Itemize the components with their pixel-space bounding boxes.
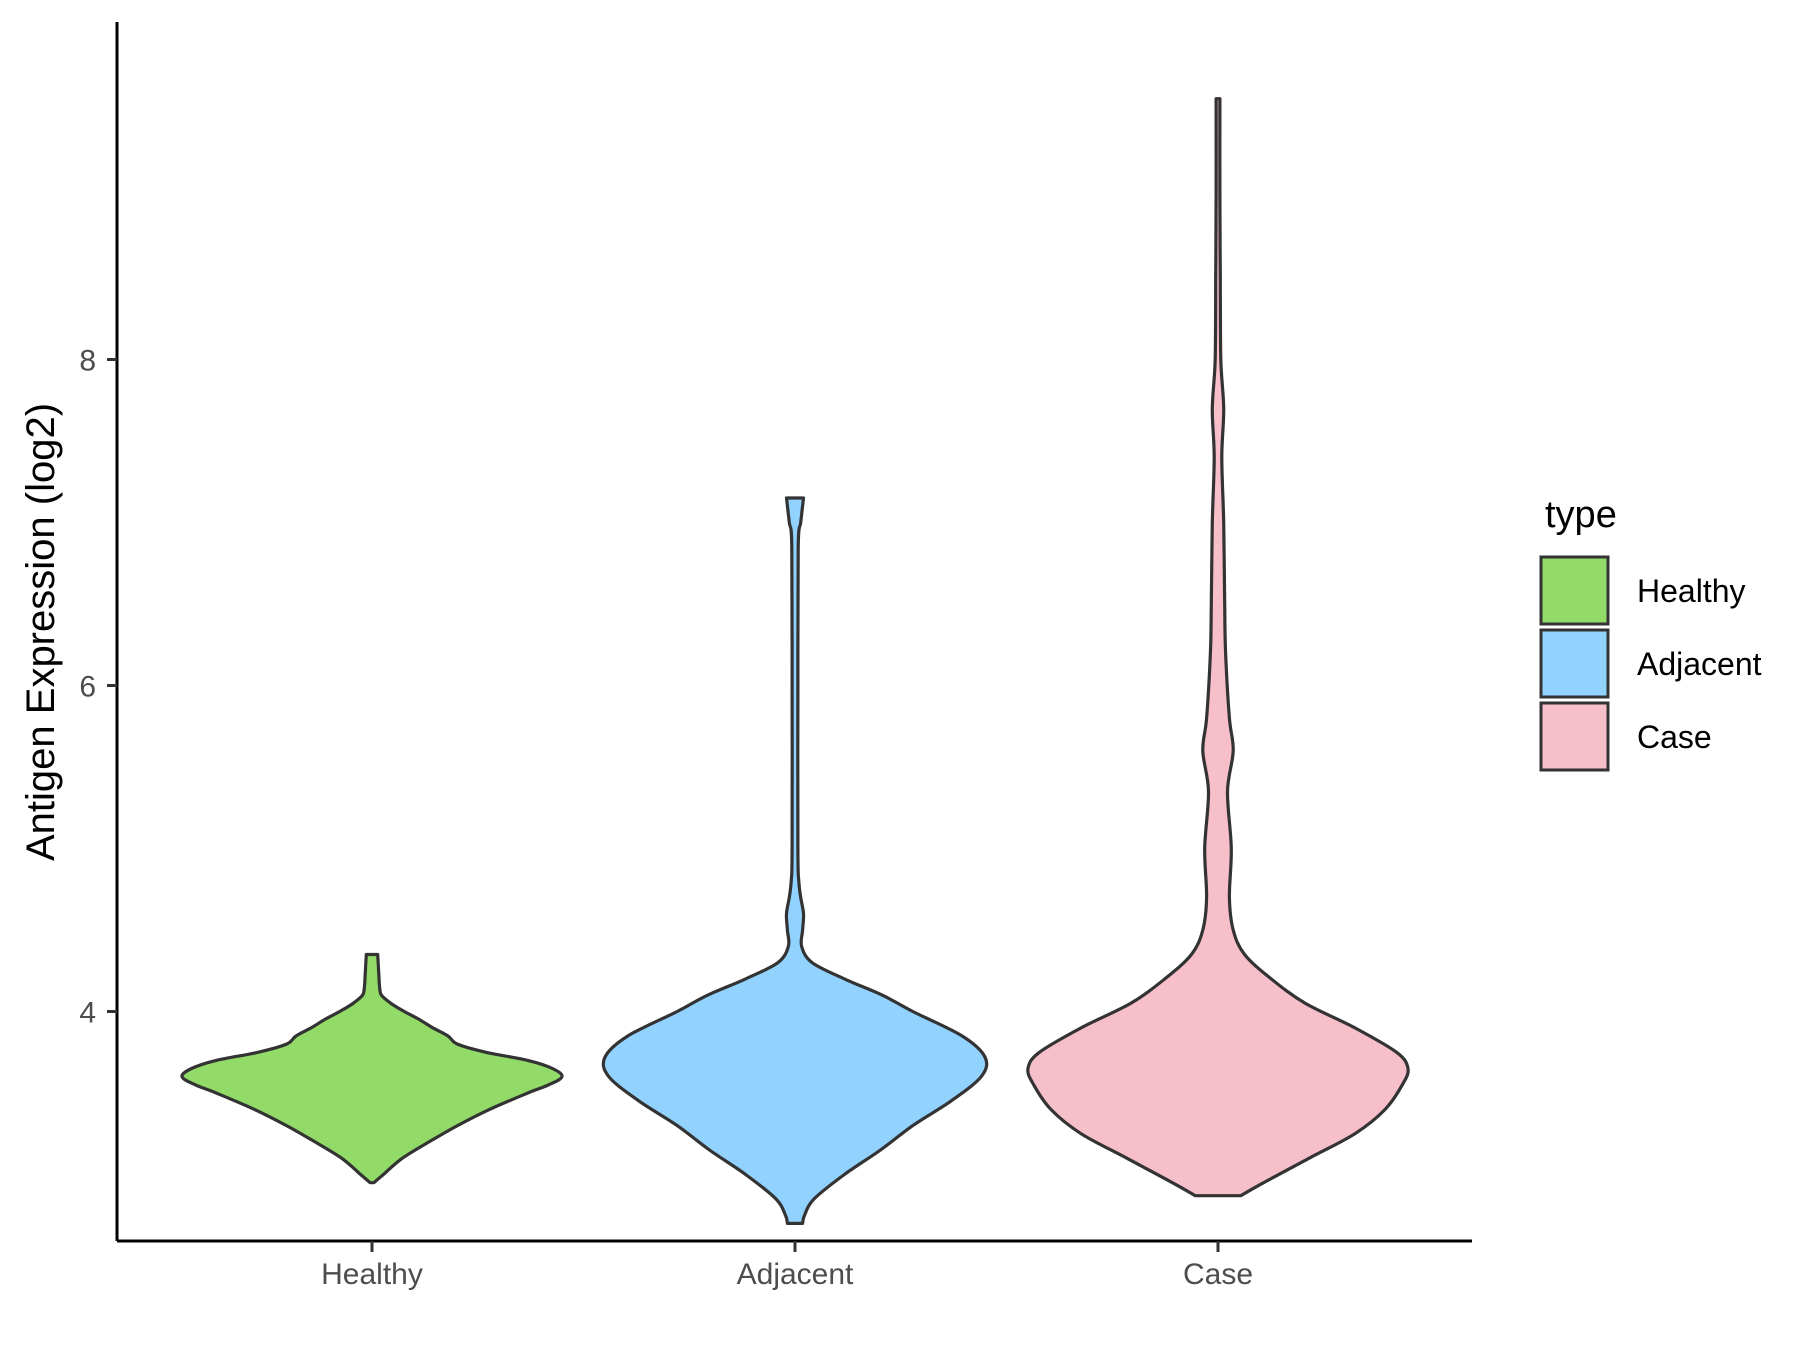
- violin-layer: [180, 97, 1410, 1225]
- legend-label-case: Case: [1637, 719, 1712, 755]
- x-tick-label: Case: [1183, 1258, 1253, 1291]
- x-ticks: Healthy Adjacent Case: [321, 1241, 1253, 1291]
- legend: Healthy Adjacent Case: [1539, 555, 1762, 772]
- legend-label-adjacent: Adjacent: [1637, 646, 1762, 682]
- violin-healthy: [180, 952, 564, 1185]
- legend-swatch-case: [1539, 701, 1610, 772]
- y-axis-title: Antigen Expression (log2): [19, 403, 63, 861]
- violin-adjacent: [601, 496, 989, 1225]
- legend-swatch-adjacent: [1539, 628, 1610, 699]
- legend-label-healthy: Healthy: [1637, 573, 1746, 609]
- y-tick-label: 4: [79, 997, 96, 1030]
- violin-case: [1026, 97, 1410, 1198]
- y-ticks: 4 6 8: [79, 345, 117, 1030]
- legend-swatch-healthy: [1539, 555, 1610, 626]
- legend-title: type: [1545, 494, 1617, 536]
- x-tick-label: Adjacent: [737, 1258, 854, 1291]
- x-tick-label: Healthy: [321, 1258, 423, 1291]
- y-tick-label: 8: [79, 345, 96, 378]
- y-tick-label: 6: [79, 671, 96, 704]
